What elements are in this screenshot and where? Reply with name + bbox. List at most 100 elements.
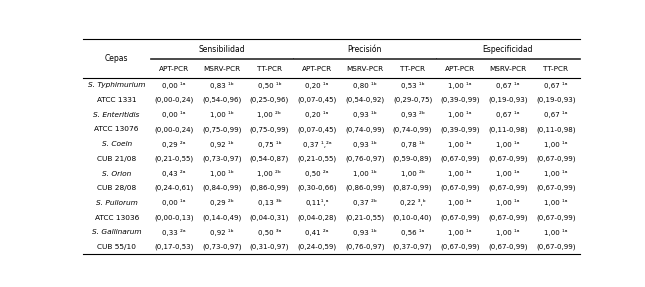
Text: (0,10-0,40): (0,10-0,40) <box>393 214 432 221</box>
Text: (0,54-0,92): (0,54-0,92) <box>345 97 384 103</box>
Text: (0,21-0,55): (0,21-0,55) <box>154 156 194 162</box>
Text: (0,67-0,99): (0,67-0,99) <box>441 156 480 162</box>
Text: (0,04-0,31): (0,04-0,31) <box>250 214 289 221</box>
Text: (0,00-0,24): (0,00-0,24) <box>154 97 194 103</box>
Text: 0,29 ²ᵇ: 0,29 ²ᵇ <box>210 199 233 206</box>
Text: (0,21-0,55): (0,21-0,55) <box>345 214 384 221</box>
Text: 1,00 ¹ᵃ: 1,00 ¹ᵃ <box>448 141 472 148</box>
Text: 0,20 ¹ᵃ: 0,20 ¹ᵃ <box>306 82 329 89</box>
Text: ATCC 13036: ATCC 13036 <box>95 215 139 221</box>
Text: (0,67-0,99): (0,67-0,99) <box>488 185 528 191</box>
Text: (0,24-0,61): (0,24-0,61) <box>154 185 194 191</box>
Text: MSRV-PCR: MSRV-PCR <box>346 66 383 72</box>
Text: 0,37 ¹,²ᵃ: 0,37 ¹,²ᵃ <box>303 141 332 148</box>
Text: MSRV-PCR: MSRV-PCR <box>203 66 240 72</box>
Text: 0,56 ¹ᵃ: 0,56 ¹ᵃ <box>401 229 424 236</box>
Text: 0,33 ²ᵃ: 0,33 ²ᵃ <box>162 229 186 236</box>
Text: 1,00 ¹ᵃ: 1,00 ¹ᵃ <box>544 141 568 148</box>
Text: MSRV-PCR: MSRV-PCR <box>490 66 526 72</box>
Text: CUB 55/10: CUB 55/10 <box>97 244 136 250</box>
Text: CUB 21/08: CUB 21/08 <box>97 156 136 162</box>
Text: 1,00 ¹ᵃ: 1,00 ¹ᵃ <box>496 141 520 148</box>
Text: (0,04-0,28): (0,04-0,28) <box>297 214 337 221</box>
Text: (0,24-0,59): (0,24-0,59) <box>297 244 337 250</box>
Text: APT-PCR: APT-PCR <box>445 66 475 72</box>
Text: 1,00 ¹ᵇ: 1,00 ¹ᵇ <box>210 170 233 177</box>
Text: (0,11-0,98): (0,11-0,98) <box>488 126 528 133</box>
Text: (0,84-0,99): (0,84-0,99) <box>202 185 241 191</box>
Text: (0,30-0,66): (0,30-0,66) <box>297 185 337 191</box>
Text: (0,00-0,24): (0,00-0,24) <box>154 126 194 133</box>
Text: (0,17-0,53): (0,17-0,53) <box>154 244 194 250</box>
Text: 1,00 ¹ᵃ: 1,00 ¹ᵃ <box>448 199 472 206</box>
Text: 0,93 ¹ᵇ: 0,93 ¹ᵇ <box>353 111 377 118</box>
Text: (0,54-0,96): (0,54-0,96) <box>202 97 241 103</box>
Text: (0,67-0,99): (0,67-0,99) <box>441 185 480 191</box>
Text: (0,00-0,13): (0,00-0,13) <box>154 214 194 221</box>
Text: 1,00 ¹ᵃ: 1,00 ¹ᵃ <box>448 111 472 118</box>
Text: (0,25-0,96): (0,25-0,96) <box>250 97 289 103</box>
Text: APT-PCR: APT-PCR <box>302 66 332 72</box>
Text: S. Typhimurium: S. Typhimurium <box>88 82 145 88</box>
Text: 0,50 ³ᵃ: 0,50 ³ᵃ <box>258 229 281 236</box>
Text: (0,39-0,99): (0,39-0,99) <box>441 97 480 103</box>
Text: 1,00 ²ᵇ: 1,00 ²ᵇ <box>401 170 424 177</box>
Text: (0,67-0,99): (0,67-0,99) <box>536 185 575 191</box>
Text: (0,76-0,97): (0,76-0,97) <box>345 156 384 162</box>
Text: APT-PCR: APT-PCR <box>159 66 189 72</box>
Text: 1,00 ¹ᵇ: 1,00 ¹ᵇ <box>353 170 377 177</box>
Text: 0,13 ³ᵇ: 0,13 ³ᵇ <box>257 199 281 206</box>
Text: 1,00 ¹ᵃ: 1,00 ¹ᵃ <box>496 199 520 206</box>
Text: 0,67 ¹ᵃ: 0,67 ¹ᵃ <box>544 111 568 118</box>
Text: 0,43 ²ᵃ: 0,43 ²ᵃ <box>163 170 186 177</box>
Text: S. Orion: S. Orion <box>102 170 131 177</box>
Text: 1,00 ²ᵇ: 1,00 ²ᵇ <box>257 170 281 177</box>
Text: 0,93 ¹ᵇ: 0,93 ¹ᵇ <box>353 141 377 148</box>
Text: S. Pullorum: S. Pullorum <box>95 200 137 206</box>
Text: (0,86-0,99): (0,86-0,99) <box>250 185 289 191</box>
Text: (0,67-0,99): (0,67-0,99) <box>536 156 575 162</box>
Text: (0,74-0,99): (0,74-0,99) <box>345 126 384 133</box>
Text: (0,67-0,99): (0,67-0,99) <box>441 244 480 250</box>
Text: 0,67 ¹ᵃ: 0,67 ¹ᵃ <box>496 82 520 89</box>
Text: (0,19-0,93): (0,19-0,93) <box>488 97 528 103</box>
Text: 0,53 ¹ᵇ: 0,53 ¹ᵇ <box>401 82 424 89</box>
Text: (0,73-0,97): (0,73-0,97) <box>202 156 241 162</box>
Text: 1,00 ¹ᵃ: 1,00 ¹ᵃ <box>448 229 472 236</box>
Text: 1,00 ¹ᵃ: 1,00 ¹ᵃ <box>496 229 520 236</box>
Text: (0,31-0,97): (0,31-0,97) <box>250 244 289 250</box>
Text: 0,67 ¹ᵃ: 0,67 ¹ᵃ <box>496 111 520 118</box>
Text: 0,67 ¹ᵃ: 0,67 ¹ᵃ <box>544 82 568 89</box>
Text: (0,73-0,97): (0,73-0,97) <box>202 244 241 250</box>
Text: 1,00 ¹ᵃ: 1,00 ¹ᵃ <box>448 82 472 89</box>
Text: (0,39-0,99): (0,39-0,99) <box>441 126 480 133</box>
Text: 1,00 ¹ᵃ: 1,00 ¹ᵃ <box>544 229 568 236</box>
Text: (0,21-0,55): (0,21-0,55) <box>297 156 337 162</box>
Text: 0,92 ¹ᵇ: 0,92 ¹ᵇ <box>210 229 233 236</box>
Text: 1,00 ¹ᵇ: 1,00 ¹ᵇ <box>210 111 233 118</box>
Text: S. Gallinarum: S. Gallinarum <box>92 229 141 235</box>
Text: 0,00 ¹ᵃ: 0,00 ¹ᵃ <box>163 199 186 206</box>
Text: 1,00 ¹ᵃ: 1,00 ¹ᵃ <box>544 170 568 177</box>
Text: (0,07-0,45): (0,07-0,45) <box>297 97 337 103</box>
Text: S. Enteritidis: S. Enteritidis <box>94 112 140 118</box>
Text: 0,78 ¹ᵇ: 0,78 ¹ᵇ <box>401 141 424 148</box>
Text: 0,11¹,ᵃ: 0,11¹,ᵃ <box>305 199 329 206</box>
Text: 0,93 ²ᵇ: 0,93 ²ᵇ <box>401 111 424 118</box>
Text: (0,76-0,97): (0,76-0,97) <box>345 244 384 250</box>
Text: (0,07-0,45): (0,07-0,45) <box>297 126 337 133</box>
Text: 0,93 ¹ᵇ: 0,93 ¹ᵇ <box>353 229 377 236</box>
Text: 0,83 ¹ᵇ: 0,83 ¹ᵇ <box>210 82 233 89</box>
Text: Cepas: Cepas <box>105 54 128 63</box>
Text: TT-PCR: TT-PCR <box>543 66 568 72</box>
Text: 1,00 ²ᵇ: 1,00 ²ᵇ <box>257 111 281 118</box>
Text: TT-PCR: TT-PCR <box>257 66 282 72</box>
Text: 0,92 ¹ᵇ: 0,92 ¹ᵇ <box>210 141 233 148</box>
Text: 0,00 ¹ᵃ: 0,00 ¹ᵃ <box>163 82 186 89</box>
Text: (0,67-0,99): (0,67-0,99) <box>536 214 575 221</box>
Text: ATCC 13076: ATCC 13076 <box>94 127 139 133</box>
Text: (0,86-0,99): (0,86-0,99) <box>345 185 384 191</box>
Text: 0,22 ³,ᵇ: 0,22 ³,ᵇ <box>400 199 426 206</box>
Text: TT-PCR: TT-PCR <box>400 66 425 72</box>
Text: Precisión: Precisión <box>348 44 382 54</box>
